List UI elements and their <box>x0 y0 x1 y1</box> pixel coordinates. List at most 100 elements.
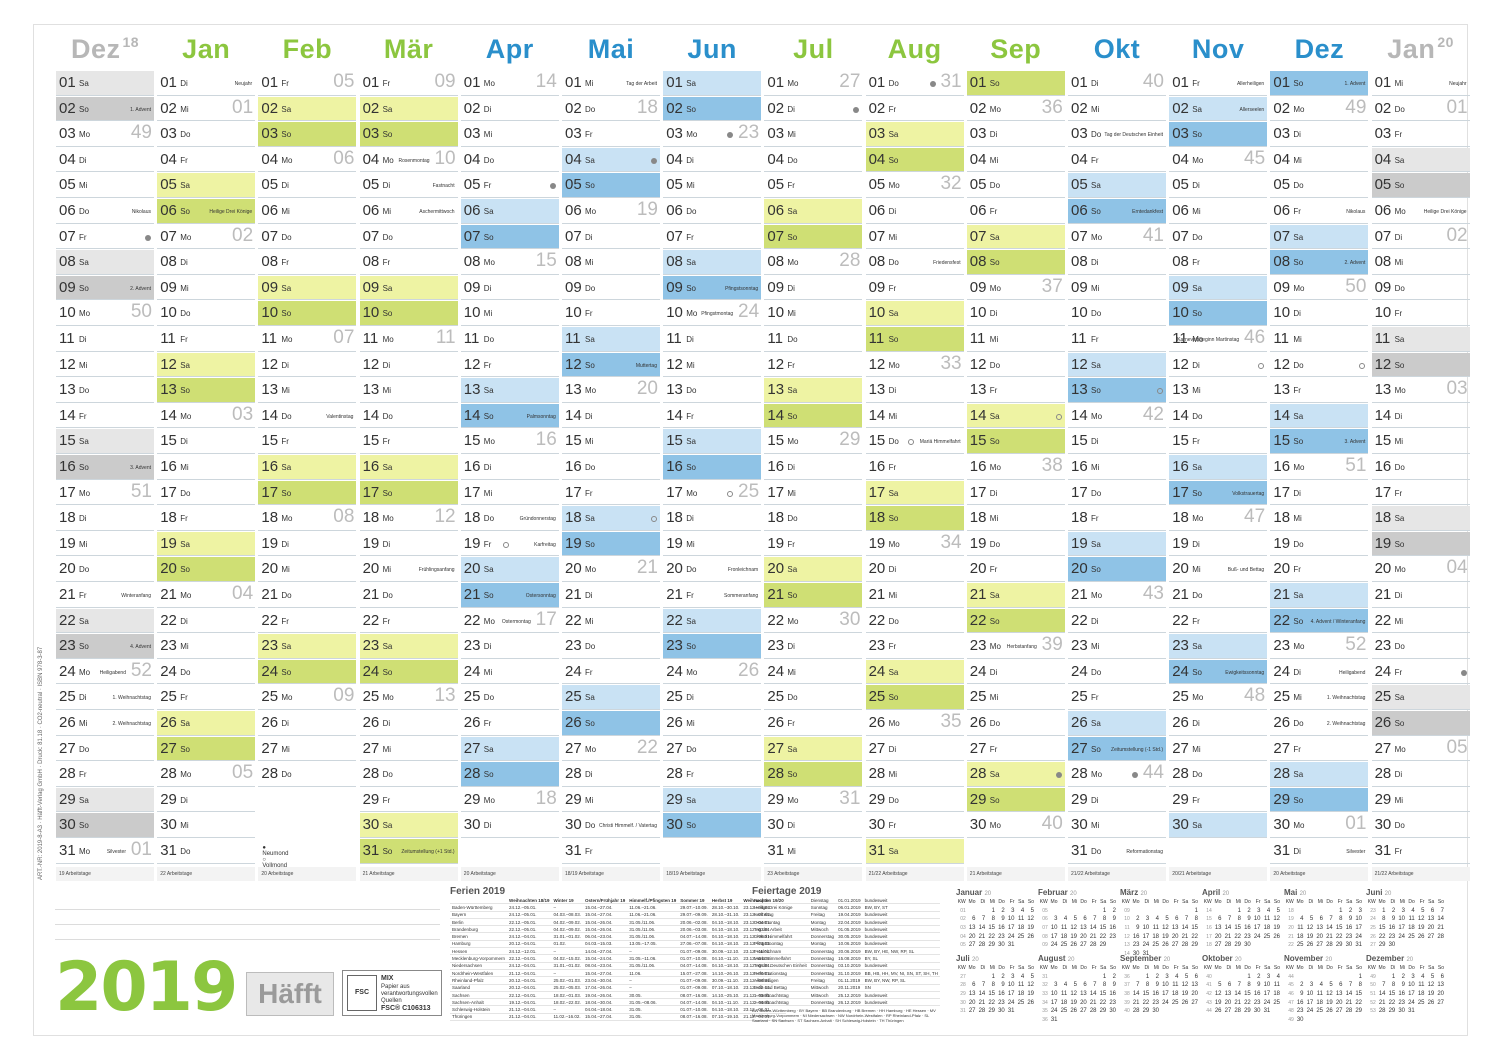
day-cell: 19 Mo 34 <box>865 532 964 557</box>
calendar-week-number: 37 <box>1041 275 1063 297</box>
calendar-week-number: 12 <box>434 506 456 528</box>
weekday-label: Do <box>79 386 90 396</box>
mini-header-cell: Mo <box>968 899 976 906</box>
weekday-label: Fr <box>585 309 593 319</box>
weekday-label: Mo <box>989 642 1001 652</box>
day-cell: 29 Mo 31 <box>764 788 863 813</box>
day-cell: 06 Sa <box>460 199 559 224</box>
feiertag-row: 2. Weihnachtstag Donnerstag 26.12.2019 bund… <box>752 998 940 1007</box>
day-cell: 22 Di <box>1068 609 1166 634</box>
day-cell: 25 Di <box>663 685 762 710</box>
day-cell: 31 Do Reformationstag <box>1068 839 1166 864</box>
weekday-label: Mi <box>787 667 796 677</box>
holiday-label: 1. Advent <box>130 106 151 113</box>
day-cell: 19 So <box>1371 531 1470 557</box>
new-moon-icon <box>929 81 936 87</box>
day-cell: 24 Di <box>966 660 1065 685</box>
day-number: 24 <box>767 662 785 680</box>
mini-day-cell: 26 <box>1427 999 1435 1006</box>
mini-kw-cell: 53 <box>1370 1008 1376 1015</box>
day-number: 07 <box>463 227 481 245</box>
mini-day-cell: 19 <box>1326 999 1333 1006</box>
weekday-label: Sa <box>79 616 89 626</box>
day-cell: 11 Mi <box>1270 327 1369 352</box>
ferien-cell: 04.04.–18.04. <box>583 1005 628 1014</box>
holiday-label: Rosenmontag <box>398 157 430 164</box>
day-cell: 29 Mi <box>1371 788 1470 813</box>
weekday-label: Mo <box>686 130 698 140</box>
day-number: 28 <box>59 765 76 783</box>
day-cell: 24 Mi <box>460 660 559 685</box>
mini-month-year: 20 <box>1406 957 1414 963</box>
mini-week-row: 15 6 7 8 9 10 11 12 <box>1202 915 1280 924</box>
weekday-label: Do <box>1293 360 1304 370</box>
mini-day-cell: 20 <box>968 933 976 940</box>
mini-day-cell: 28 <box>1089 942 1097 949</box>
day-number: 06 <box>565 202 582 219</box>
weekday-label: Di <box>989 130 998 140</box>
day-number: 20 <box>362 560 380 578</box>
mini-day-cell: 30 <box>1345 942 1353 949</box>
mini-day-cell: 14 <box>1132 991 1140 998</box>
day-number: 21 <box>1273 586 1291 603</box>
feiertag-cell: Christi Himmelfahrt <box>752 932 809 941</box>
day-cell: 07 Di <box>562 225 660 250</box>
feiertag-cell: Reformationstag <box>752 969 809 978</box>
mini-day-cell: 9 <box>1247 916 1251 923</box>
mini-day-cell: 15 <box>1099 991 1107 998</box>
day-cell: 22 Sa <box>663 608 762 634</box>
mini-header-cell: KW <box>1203 965 1212 972</box>
mini-week-row: 05 1 2 <box>1038 907 1116 916</box>
ferien-cell: 13.05.–17.05. <box>627 940 679 949</box>
weekday-label: Fr <box>79 411 87 421</box>
feiertag-cell: Donnerstag <box>808 969 837 978</box>
day-number: 06 <box>767 202 785 219</box>
day-cell: 22 Fr <box>1169 609 1268 634</box>
holiday-label: 4. Advent / Winteranfang <box>1310 618 1366 625</box>
feiertag-cell: 01.05.2019 <box>836 925 863 934</box>
weekday-label: Fr <box>180 155 188 165</box>
mini-month-table: KW Mo Di Mi Do Fr Sa So 23 1 2 3 4 5 6 7 24 8 9 10 11 12 13 14 2… <box>1366 898 1444 950</box>
weekday-label: Do <box>888 437 899 447</box>
mini-day-cell: 14 <box>1234 991 1241 998</box>
month-year-suffix: 18 <box>122 34 140 50</box>
weekday-label: Di <box>79 693 87 703</box>
ferien-cell: 28.10.–30.10. <box>709 903 742 912</box>
day-cell: 04 Di <box>663 148 762 173</box>
day-number: 09 <box>1071 278 1088 296</box>
ferien-header-cell: Sommer 19 <box>678 897 710 905</box>
ferien-cell: 20.06.–03.08. <box>678 925 710 934</box>
mini-day-cell: 18 <box>1060 933 1068 940</box>
day-cell: 03 Di <box>1270 122 1369 147</box>
day-number: 17 <box>1273 483 1291 501</box>
day-number: 05 <box>1172 176 1189 194</box>
weekday-label: Mo <box>1394 565 1406 575</box>
mini-day-cell: 10 <box>1253 916 1261 923</box>
weekday-label: Mi <box>888 411 898 421</box>
day-cell: 08 Di <box>157 250 256 275</box>
day-number: 18 <box>565 509 582 527</box>
day-number: 14 <box>666 406 683 424</box>
mini-day-cell: 6 <box>1440 973 1444 980</box>
weekday-label: Mo <box>79 130 91 140</box>
mini-day-cell: 27 <box>1335 1008 1343 1015</box>
mini-kw-cell: 45 <box>1288 982 1294 989</box>
day-number: 15 <box>868 432 886 450</box>
mini-kw-cell: 20 <box>1288 925 1294 932</box>
day-number: 14 <box>969 406 987 424</box>
ferien-cell: 29.07.–10.09. <box>678 903 710 912</box>
day-cell: 08 Fr <box>1169 250 1268 275</box>
day-number: 02 <box>362 99 380 117</box>
weekday-label: Do <box>888 258 899 268</box>
calendar-week-number: 14 <box>535 71 557 92</box>
day-number: 02 <box>1273 99 1291 117</box>
weekday-label: Mo <box>1293 104 1305 114</box>
day-number: 28 <box>1273 765 1291 783</box>
weekday-label: So <box>1091 565 1101 575</box>
ferien-cell: 20.12.–04.01. <box>507 940 552 949</box>
mini-week-row: 08 17 18 19 20 21 22 23 <box>1038 932 1116 941</box>
month-header: Sep <box>967 34 1065 70</box>
weekday-label: Mo <box>1394 744 1406 754</box>
day-number: 25 <box>1071 688 1088 706</box>
ferien-cell: 01.07.–10.08. <box>678 1005 710 1014</box>
